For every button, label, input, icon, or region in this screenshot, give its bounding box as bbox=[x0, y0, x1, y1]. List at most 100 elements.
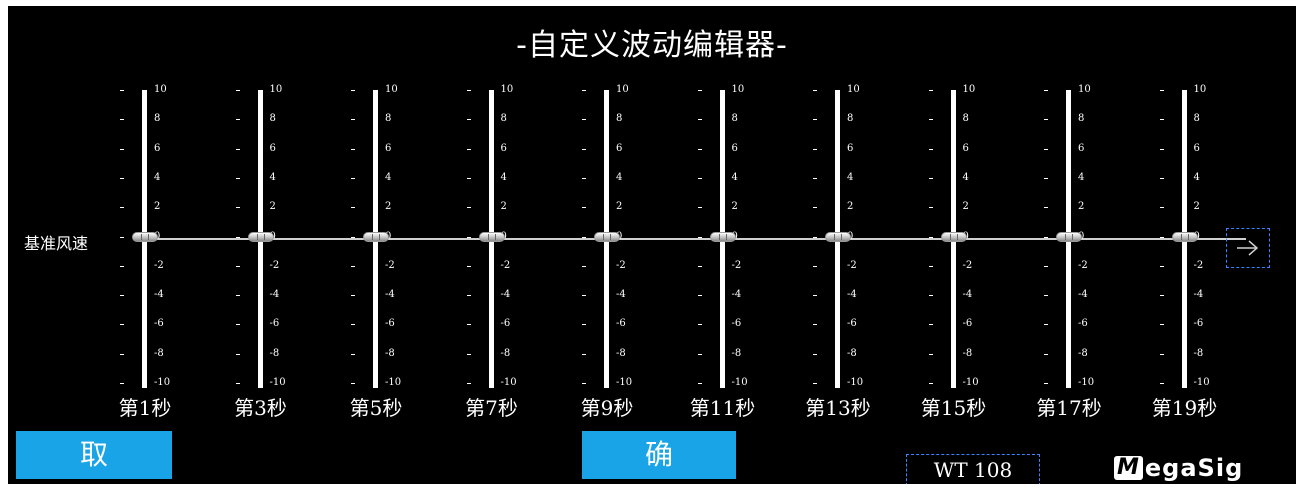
tick-mark bbox=[1044, 353, 1048, 355]
speed-slider[interactable]: 1086420-2-4-6-8-10 bbox=[697, 84, 758, 390]
slider-time-label: 第1秒 bbox=[118, 396, 172, 420]
tick-label: 6 bbox=[962, 142, 969, 154]
tick-label: 10 bbox=[500, 84, 514, 95]
tick-label: 6 bbox=[154, 142, 161, 154]
tick-label: -2 bbox=[847, 259, 857, 271]
speed-slider[interactable]: 1086420-2-4-6-8-10 bbox=[466, 84, 527, 390]
tick-mark bbox=[813, 207, 817, 209]
speed-slider[interactable]: 1086420-2-4-6-8-10 bbox=[351, 84, 411, 390]
slider-thumb-icon[interactable] bbox=[594, 231, 620, 242]
speed-slider[interactable]: 1086420-2-4-6-8-10 bbox=[582, 84, 642, 390]
tick-mark bbox=[120, 90, 124, 91]
tick-mark bbox=[813, 324, 817, 326]
tick-label: 2 bbox=[500, 201, 507, 213]
tick-mark bbox=[351, 383, 355, 384]
tick-mark bbox=[928, 324, 933, 326]
tick-mark bbox=[813, 295, 817, 297]
tick-label: -2 bbox=[962, 259, 973, 271]
tick-mark bbox=[351, 353, 355, 355]
slider-thumb-icon[interactable] bbox=[247, 231, 274, 242]
tick-label: 8 bbox=[731, 113, 738, 125]
tick-label: 4 bbox=[847, 171, 854, 183]
tick-mark bbox=[351, 207, 355, 209]
tick-mark bbox=[1159, 236, 1164, 238]
tick-label: -8 bbox=[154, 347, 164, 359]
tick-mark bbox=[813, 236, 817, 238]
speed-slider[interactable]: 1086420-2-4-6-8-10 bbox=[235, 84, 296, 390]
tick-mark bbox=[928, 236, 933, 238]
next-page-button[interactable] bbox=[1226, 228, 1270, 268]
tick-mark bbox=[1159, 324, 1164, 326]
tick-label: -4 bbox=[269, 289, 280, 301]
tick-label: 4 bbox=[731, 171, 738, 183]
tick-mark bbox=[1044, 236, 1048, 238]
tick-label: 8 bbox=[616, 113, 623, 125]
tick-mark bbox=[120, 324, 124, 326]
confirm-button[interactable]: 确 定 bbox=[582, 431, 736, 479]
slider-thumb-icon[interactable] bbox=[940, 231, 967, 242]
tick-mark bbox=[582, 119, 586, 121]
tick-label: 6 bbox=[1193, 142, 1200, 154]
tick-mark bbox=[928, 148, 933, 150]
slider-thumb-icon[interactable] bbox=[825, 231, 851, 242]
tick-mark bbox=[928, 177, 933, 179]
speed-slider[interactable]: 1086420-2-4-6-8-10 bbox=[1159, 84, 1220, 390]
tick-mark bbox=[813, 177, 817, 179]
slider-thumb-icon[interactable] bbox=[1056, 231, 1082, 242]
speed-slider[interactable]: 1086420-2-4-6-8-10 bbox=[813, 84, 873, 390]
tick-label: 4 bbox=[269, 171, 276, 183]
tick-label: 6 bbox=[616, 142, 623, 154]
slider-thumb-icon[interactable] bbox=[363, 231, 389, 242]
tick-mark bbox=[582, 207, 586, 209]
slider-thumb-icon[interactable] bbox=[1171, 231, 1198, 242]
tick-mark bbox=[697, 148, 702, 150]
tick-mark bbox=[235, 383, 240, 384]
tick-label: -4 bbox=[1193, 289, 1204, 301]
tick-label: -6 bbox=[385, 318, 395, 330]
tick-label: 4 bbox=[1078, 171, 1085, 183]
tick-mark bbox=[120, 236, 124, 238]
slider-thumb-icon[interactable] bbox=[132, 231, 158, 242]
tick-mark bbox=[466, 295, 471, 297]
tick-mark bbox=[582, 383, 586, 384]
slider-time-label: 第13秒 bbox=[805, 396, 871, 420]
tick-mark bbox=[235, 265, 240, 267]
tick-mark bbox=[1044, 265, 1048, 267]
slider-thumb-icon[interactable] bbox=[709, 231, 736, 242]
logo-text: egaSig bbox=[1144, 454, 1244, 482]
tick-mark bbox=[120, 207, 124, 209]
tick-label: 2 bbox=[1078, 201, 1085, 213]
tick-mark bbox=[235, 353, 240, 355]
arrow-right-icon bbox=[1237, 240, 1259, 256]
tick-mark bbox=[813, 265, 817, 267]
tick-label: -10 bbox=[269, 377, 286, 388]
speed-slider[interactable]: 1086420-2-4-6-8-10 bbox=[1044, 84, 1104, 390]
tick-mark bbox=[235, 148, 240, 150]
tick-label: 6 bbox=[385, 142, 392, 154]
tick-mark bbox=[1159, 119, 1164, 121]
tick-label: 10 bbox=[847, 84, 860, 95]
tick-mark bbox=[697, 265, 702, 267]
slider-time-label: 第11秒 bbox=[689, 396, 756, 420]
tick-label: 8 bbox=[269, 113, 276, 125]
speed-slider[interactable]: 1086420-2-4-6-8-10 bbox=[928, 84, 989, 390]
tick-label: -2 bbox=[1078, 259, 1088, 271]
tick-label: -4 bbox=[962, 289, 973, 301]
tick-label: -2 bbox=[385, 259, 395, 271]
tick-mark bbox=[120, 383, 124, 384]
speed-slider[interactable]: 1086420-2-4-6-8-10 bbox=[120, 84, 180, 390]
tick-mark bbox=[1044, 324, 1048, 326]
tick-mark bbox=[351, 148, 355, 150]
tick-mark bbox=[466, 207, 471, 209]
base-wind-speed-label: 基准风速 bbox=[24, 234, 89, 253]
page-title: -自定义波动编辑器- bbox=[516, 28, 788, 63]
tick-label: -4 bbox=[500, 289, 511, 301]
cancel-button[interactable]: 取 消 bbox=[16, 431, 172, 479]
tick-label: -8 bbox=[616, 347, 626, 359]
tick-label: -8 bbox=[500, 347, 511, 359]
tick-label: 6 bbox=[847, 142, 854, 154]
tick-mark bbox=[928, 119, 933, 121]
tick-mark bbox=[928, 90, 933, 91]
slider-thumb-icon[interactable] bbox=[478, 231, 505, 242]
tick-mark bbox=[813, 383, 817, 384]
